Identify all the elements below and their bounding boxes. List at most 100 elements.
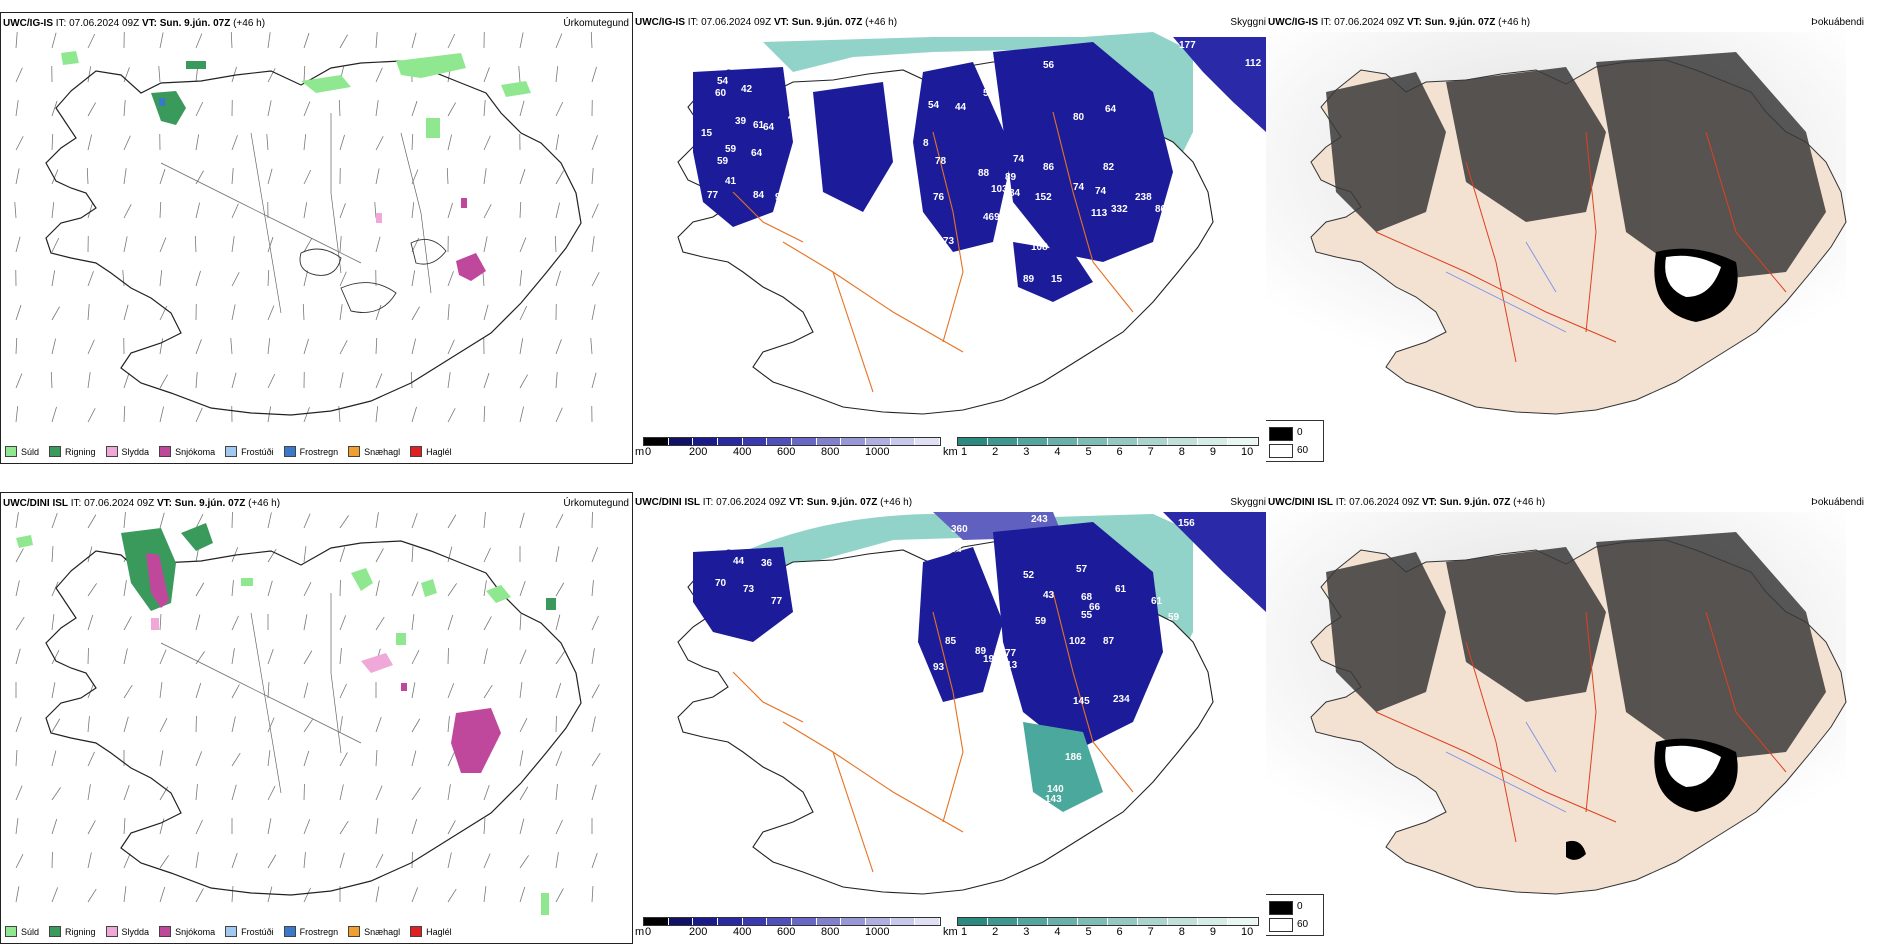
- shade-dark-swatch: [1269, 427, 1293, 441]
- wind-barb: [375, 304, 382, 321]
- colorbar-step: [890, 438, 916, 445]
- wind-barb: [15, 406, 19, 423]
- cloud-base-label: 60: [715, 88, 727, 99]
- wind-barb: [123, 580, 127, 597]
- wind-barb: [591, 135, 598, 151]
- wind-barb: [159, 237, 167, 253]
- legend-label: Súld: [21, 926, 40, 937]
- wind-barb: [519, 818, 525, 835]
- wind-barb: [375, 67, 383, 83]
- wind-barb: [123, 886, 127, 903]
- colorbar-unit: km: [943, 926, 958, 938]
- row2-height-colorbar: m 0 200 400 600 800 1000: [635, 917, 945, 943]
- cloud-base-label: 59: [796, 176, 808, 187]
- wind-barb: [519, 374, 528, 389]
- colorbar-step: [1018, 918, 1048, 925]
- wind-barb: [195, 134, 200, 151]
- legend-swatch: [283, 446, 296, 457]
- wind-barb: [303, 169, 312, 185]
- wind-barb: [159, 649, 167, 665]
- colorbar-step: [841, 918, 867, 925]
- wind-barb: [411, 306, 420, 321]
- wind-barb: [339, 615, 347, 631]
- wind-barb: [339, 716, 343, 733]
- shade-dark-swatch: [1269, 901, 1293, 915]
- wind-barb: [86, 168, 89, 185]
- colorbar-step: [644, 918, 669, 925]
- row2-precip-title: Úrkomutegund: [563, 498, 629, 509]
- colorbar-step: [1168, 438, 1198, 445]
- wind-barb: [267, 548, 277, 563]
- colorbar-step: [1018, 438, 1048, 445]
- legend-item: Haglél: [410, 926, 452, 937]
- drizzle-areas: [61, 51, 531, 138]
- cloud-base-label: 49: [788, 112, 800, 123]
- wind-barb: [483, 616, 492, 631]
- wind-barb: [267, 717, 275, 733]
- colorbar-step: [958, 438, 988, 445]
- wind-barb: [15, 304, 22, 321]
- wind-barb: [447, 683, 455, 699]
- legend-label: Snæhagl: [364, 926, 401, 937]
- cloud-base-label: 87: [1103, 636, 1115, 647]
- wind-barb: [303, 581, 312, 597]
- wind-barb: [195, 202, 201, 219]
- wind-barb: [231, 716, 236, 733]
- cloud-base-label: 43: [1043, 590, 1055, 601]
- wind-barb: [195, 407, 203, 423]
- cloud-base-label: 61: [1151, 596, 1163, 607]
- wind-barb: [411, 32, 417, 49]
- colorbar-tick: 8: [1178, 926, 1185, 938]
- cloud-base-label: 77: [707, 190, 719, 201]
- wind-barb: [303, 32, 310, 49]
- cloud-base-label: 97: [775, 192, 787, 203]
- wind-barb: [375, 406, 379, 423]
- wind-barb: [87, 134, 93, 151]
- wind-barb: [267, 512, 272, 529]
- wind-barb: [123, 204, 132, 219]
- wind-barb: [411, 338, 417, 355]
- wind-barb: [159, 270, 163, 287]
- wind-barb: [519, 750, 524, 767]
- wind-barb: [87, 372, 91, 389]
- cloud-base-label: 68: [1081, 592, 1093, 603]
- colorbar-step: [742, 438, 768, 445]
- low-cloud-areas: [693, 42, 1173, 302]
- wind-barb: [447, 271, 454, 287]
- cloud-base-label: 61: [753, 120, 765, 131]
- wind-barb: [555, 682, 562, 699]
- wind-barb: [483, 372, 490, 389]
- legend-swatch: [5, 926, 17, 937]
- colorbar-step: [1138, 918, 1168, 925]
- wind-barb: [483, 204, 492, 219]
- wind-barb: [591, 648, 595, 665]
- wind-barb: [375, 886, 380, 903]
- legend-swatch: [49, 926, 62, 937]
- wind-barb: [339, 784, 344, 801]
- colorbar-tick: 0: [645, 926, 652, 938]
- wind-barb: [87, 784, 91, 801]
- legend-item: Slydda: [105, 926, 149, 937]
- wind-barb: [87, 66, 92, 83]
- wind-barb: [447, 852, 452, 869]
- colorbar-step: [1138, 438, 1168, 445]
- wind-barb: [267, 818, 272, 835]
- cloud-base-label: 66: [1089, 602, 1101, 613]
- cloud-base-label: 82: [1103, 162, 1115, 173]
- wind-barb: [591, 547, 599, 563]
- legend-swatch: [105, 926, 118, 937]
- colorbar-step: [988, 918, 1018, 925]
- legend-swatch: [5, 446, 17, 457]
- wind-barb: [231, 304, 236, 321]
- wind-barb: [483, 100, 486, 117]
- cloud-base-label: 89: [1005, 172, 1017, 183]
- wind-barb: [483, 886, 487, 903]
- colorbar-tick: 800: [821, 446, 840, 458]
- wind-barb: [375, 750, 378, 767]
- wind-barb: [195, 784, 198, 801]
- cloud-base-label: 84: [1009, 188, 1021, 199]
- cloud-base-label: 78: [1115, 258, 1127, 269]
- wind-barb: [303, 134, 307, 151]
- cloud-base-label: 85: [945, 636, 957, 647]
- wind-barb: [267, 854, 277, 869]
